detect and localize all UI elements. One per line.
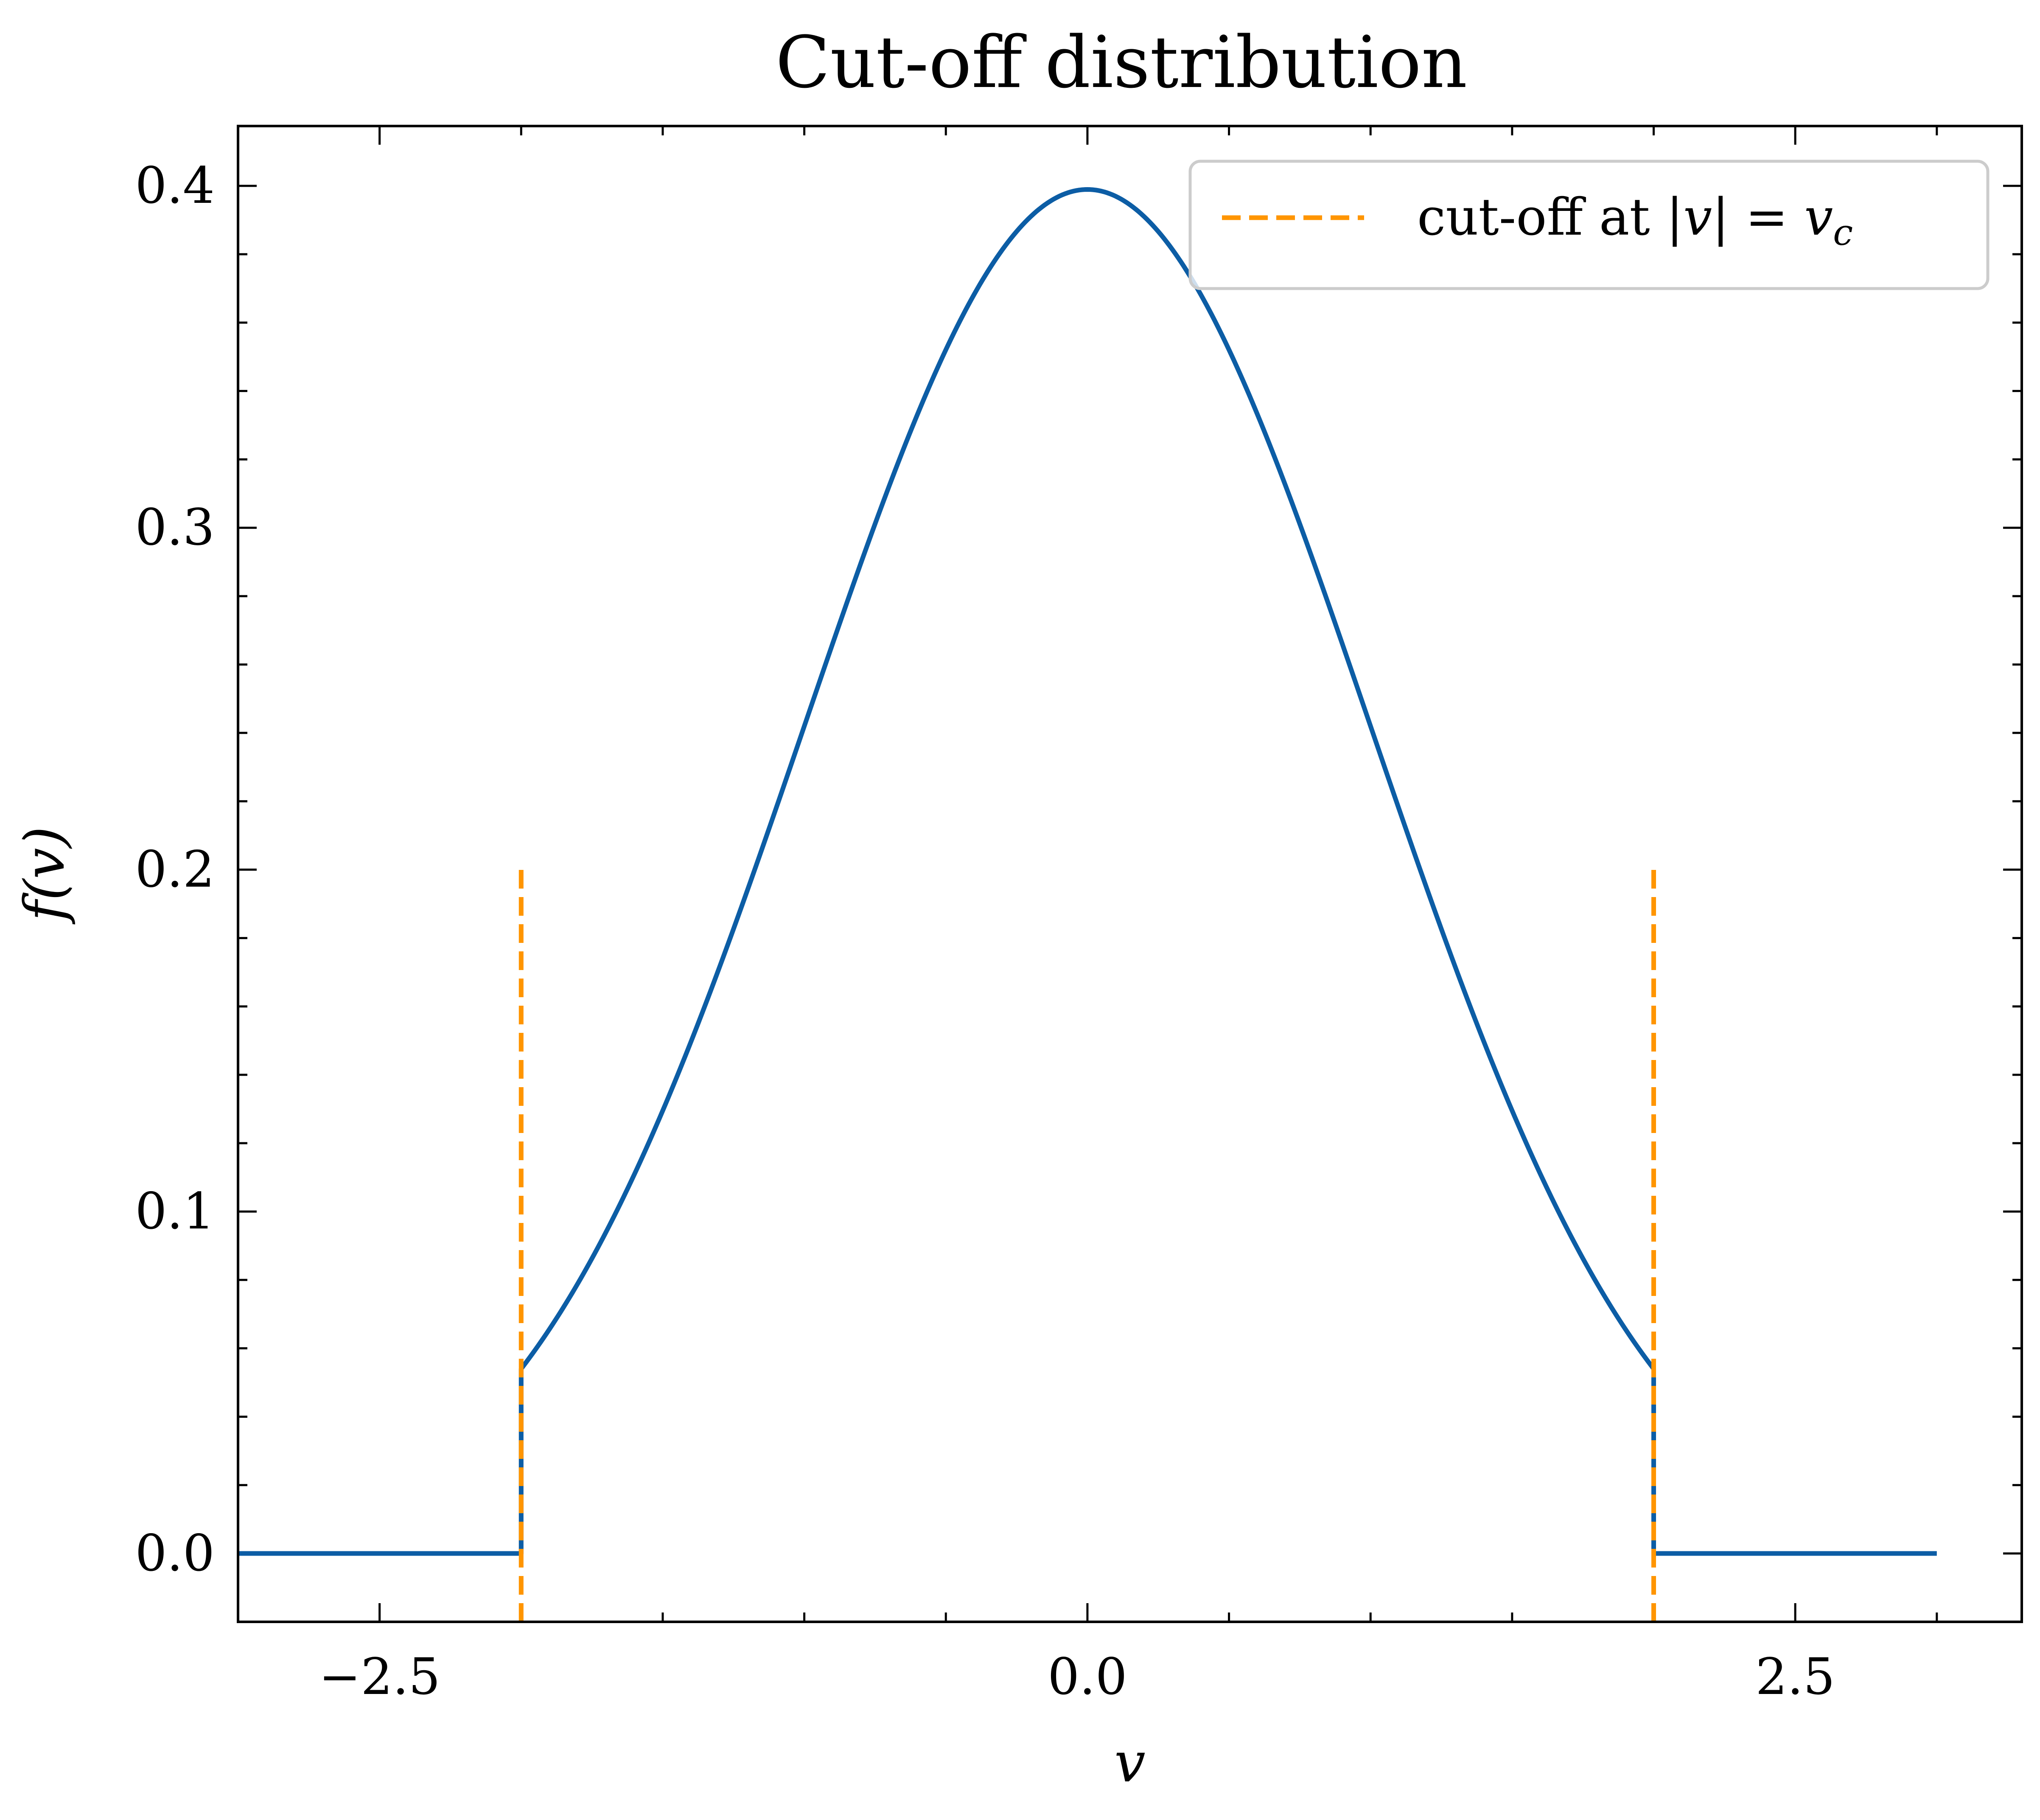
x-tick-label: 0.0: [1048, 1647, 1127, 1706]
axes-frame: [237, 125, 2023, 1623]
y-tick-labels: 0.0 0.1 0.2 0.3 0.4: [135, 156, 215, 1582]
y-tick-label: 0.3: [135, 498, 215, 557]
legend-label-prefix: cut-off at: [1417, 188, 1666, 247]
y-tick-label: 0.0: [135, 1524, 215, 1582]
y-tick-label: 0.4: [135, 156, 215, 215]
series-layer: [238, 187, 1937, 1622]
chart-title: Cut-off distribution: [776, 21, 1467, 104]
y-tick-label: 0.2: [135, 840, 215, 898]
x-tick-labels: −2.5 0.0 2.5: [319, 1647, 1835, 1706]
x-tick-label: 2.5: [1755, 1647, 1835, 1706]
legend: cut-off at |v| = vc: [1188, 160, 1990, 290]
legend-cutoff-label: cut-off at |v| = vc: [1417, 188, 1853, 253]
legend-label-subscript: c: [1833, 212, 1853, 253]
y-tick-label: 0.1: [135, 1182, 215, 1240]
legend-box: [1188, 160, 1990, 290]
major-ticks: [238, 126, 2022, 1622]
series-line-truncated-normal: [238, 187, 1937, 1556]
y-axis-label: f(v): [12, 827, 77, 925]
plot-area: −2.5 0.0 2.5 0.0 0.1 0.2 0.3 0.4: [135, 125, 2023, 1706]
x-axis-label: v: [1114, 1730, 1145, 1795]
x-tick-label: −2.5: [319, 1647, 440, 1706]
legend-label-math: |v| = v: [1666, 188, 1833, 247]
